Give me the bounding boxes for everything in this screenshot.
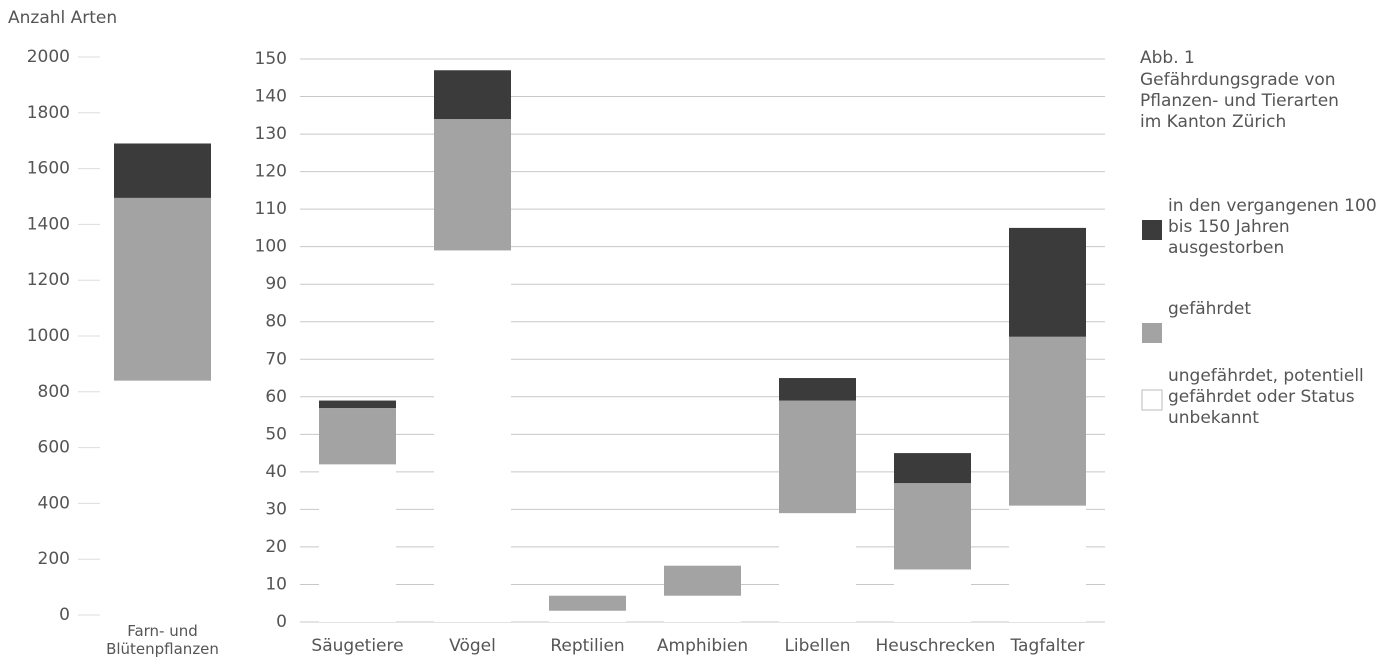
bar-segment xyxy=(664,565,741,596)
bar-segment xyxy=(894,453,971,484)
y-tick-label: 20 xyxy=(265,537,287,557)
y-tick-label: 2000 xyxy=(27,47,70,67)
bar-segment xyxy=(319,464,396,622)
legend-label: ungefährdet, potentiell gefährdet oder S… xyxy=(1168,366,1364,428)
y-tick-label: 800 xyxy=(38,382,70,402)
bar-segment xyxy=(114,143,211,198)
bar-segment xyxy=(114,197,211,381)
y-tick-label: 0 xyxy=(276,612,287,632)
y-tick-label: 80 xyxy=(265,312,287,332)
legend-swatch xyxy=(1142,323,1162,343)
y-tick-label: 140 xyxy=(255,87,287,107)
x-tick-label: Farn- und Blütenpflanzen xyxy=(106,622,219,658)
bar-segment xyxy=(549,610,626,622)
bar-segment xyxy=(1009,505,1086,622)
chart-subtitle: Gefährdungsgrade von Pflanzen- und Tiera… xyxy=(1140,70,1339,132)
legend-swatch xyxy=(1142,220,1162,240)
bar-segment xyxy=(319,408,396,465)
bar-segment xyxy=(779,400,856,514)
y-tick-label: 400 xyxy=(38,493,70,513)
bar-segment xyxy=(1009,227,1086,337)
y-tick-label: 50 xyxy=(265,424,287,444)
y-tick-label: 600 xyxy=(38,438,70,458)
x-tick-label: Reptilien xyxy=(550,636,625,656)
y-tick-label: 130 xyxy=(255,124,287,144)
x-tick-label: Amphibien xyxy=(656,636,749,656)
bar-segment xyxy=(434,70,511,120)
y-tick-label: 100 xyxy=(255,237,287,257)
x-tick-label: Säugetiere xyxy=(311,636,404,656)
y-tick-label: 1800 xyxy=(27,103,70,123)
x-tick-label: Libellen xyxy=(784,636,851,656)
legend-label: in den vergangenen 100 bis 150 Jahren au… xyxy=(1168,196,1377,258)
y-tick-label: 110 xyxy=(255,199,287,219)
bar-segment xyxy=(779,513,856,622)
y-tick-label: 0 xyxy=(59,605,70,625)
chart-title: Abb. 1 xyxy=(1140,48,1195,68)
x-tick-label: Vögel xyxy=(449,636,496,656)
y-tick-label: 120 xyxy=(255,162,287,182)
y-tick-label: 10 xyxy=(265,574,287,594)
y-tick-label: 1200 xyxy=(27,270,70,290)
bar-segment xyxy=(664,595,741,622)
bar-segment xyxy=(894,569,971,622)
y-tick-label: 90 xyxy=(265,274,287,294)
y-tick-label: 200 xyxy=(38,549,70,569)
y-tick-label: 70 xyxy=(265,349,287,369)
bar-segment xyxy=(114,380,211,615)
bar-segment xyxy=(434,250,511,623)
y-axis-label: Anzahl Arten xyxy=(8,8,118,28)
x-tick-label: Tagfalter xyxy=(1010,636,1085,656)
x-tick-label: Heuschrecken xyxy=(875,636,996,656)
y-tick-label: 60 xyxy=(265,387,287,407)
y-tick-label: 40 xyxy=(265,462,287,482)
bar-segment xyxy=(1009,336,1086,506)
legend-label: gefährdet xyxy=(1168,299,1252,319)
y-tick-label: 1400 xyxy=(27,214,70,234)
legend-swatch xyxy=(1141,389,1163,411)
y-tick-label: 150 xyxy=(255,49,287,69)
bar-segment xyxy=(549,595,626,611)
bar-segment xyxy=(434,119,511,251)
bar-segment xyxy=(894,483,971,570)
bar-segment xyxy=(779,378,856,401)
bar-segment xyxy=(319,400,396,409)
y-tick-label: 1600 xyxy=(27,159,70,179)
y-tick-label: 30 xyxy=(265,499,287,519)
y-tick-label: 1000 xyxy=(27,326,70,346)
